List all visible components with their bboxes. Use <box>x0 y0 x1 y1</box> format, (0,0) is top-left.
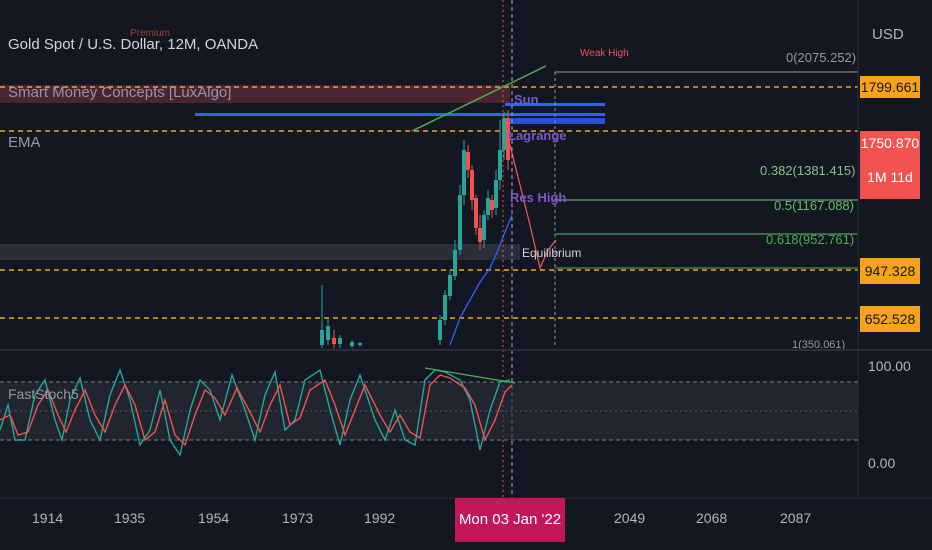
stoch-divergence-line <box>424 367 516 384</box>
countdown-tag: 1M 11d <box>860 155 920 199</box>
blue-order-block-1 <box>195 113 605 116</box>
premium-label: Premium <box>130 28 171 39</box>
price-tag-1799: 1799.661 <box>860 76 920 98</box>
time-label: 2049 <box>614 510 646 526</box>
candle-body <box>470 170 474 200</box>
candle-body <box>326 326 330 340</box>
stoch-k-line <box>0 367 511 457</box>
time-label: 1992 <box>364 510 396 526</box>
stoch-bottom-label: 0.00 <box>868 455 896 471</box>
symbol-title[interactable]: Gold Spot / U.S. Dollar, 12M, OANDA <box>8 36 259 53</box>
candle-body <box>474 198 478 228</box>
sun-label: Sun <box>514 92 539 107</box>
candle-body <box>438 320 442 340</box>
candle-body <box>358 343 362 345</box>
candle-body <box>482 215 486 240</box>
candle-body <box>502 118 506 150</box>
stoch-d-line <box>0 374 513 447</box>
fib-zero-label: 0(2075.252) <box>786 50 857 65</box>
price-tag-947: 947.328 <box>860 258 920 284</box>
indicator-smc-label[interactable]: Smart Money Concepts [LuxAlgo] <box>8 84 232 101</box>
candle-body <box>453 250 457 276</box>
candle-body <box>350 342 354 346</box>
candle-body <box>443 295 447 320</box>
lagrange-label: Lagrange <box>508 128 567 143</box>
time-label: 1973 <box>282 510 314 526</box>
fib-5-label: 0.5(1167.088) <box>774 198 854 213</box>
candle-body <box>494 180 498 208</box>
candles-group <box>320 110 510 348</box>
time-label: 1954 <box>198 510 230 526</box>
candle-body <box>458 195 462 250</box>
candle-body <box>486 198 490 215</box>
fib-618-label: 0.618(952.761) <box>766 232 855 247</box>
indicator-ema-label[interactable]: EMA <box>8 134 41 151</box>
projection-line <box>509 144 557 271</box>
price-tag-1750: 1750.870 <box>860 131 920 155</box>
currency-label[interactable]: USD <box>872 26 904 43</box>
premium-zone <box>0 85 510 103</box>
fib-1-label: 1(350.061) <box>792 339 846 349</box>
candle-body <box>498 150 502 180</box>
candle-body <box>462 150 466 195</box>
stoch-top-label: 100.00 <box>868 358 911 374</box>
candle-body <box>466 152 470 170</box>
ema-line <box>449 214 513 346</box>
weak-high-label: Weak High <box>580 48 629 59</box>
candle-body <box>506 118 510 160</box>
candle-body <box>332 338 336 344</box>
equilibrium-label: Equilibrium <box>522 246 582 260</box>
res-high-label: Res High <box>510 190 567 205</box>
price-tag-652: 652.528 <box>860 306 920 332</box>
time-label: 2068 <box>696 510 728 526</box>
trendline-top <box>411 65 547 132</box>
candle-body <box>478 228 482 242</box>
time-label: 1935 <box>114 510 146 526</box>
stoch-name[interactable]: FastStoch5 <box>8 386 79 402</box>
fib-382-label: 0.382(1381.415) <box>760 163 856 178</box>
equilibrium-zone <box>0 244 520 260</box>
candle-body <box>448 275 452 296</box>
candle-body <box>338 338 342 344</box>
candle-body <box>320 330 324 345</box>
candle-body <box>490 200 494 210</box>
time-label: 2087 <box>780 510 812 526</box>
cursor-date-tag: Mon 03 Jan '22 <box>455 498 565 542</box>
time-label: 1914 <box>32 510 64 526</box>
